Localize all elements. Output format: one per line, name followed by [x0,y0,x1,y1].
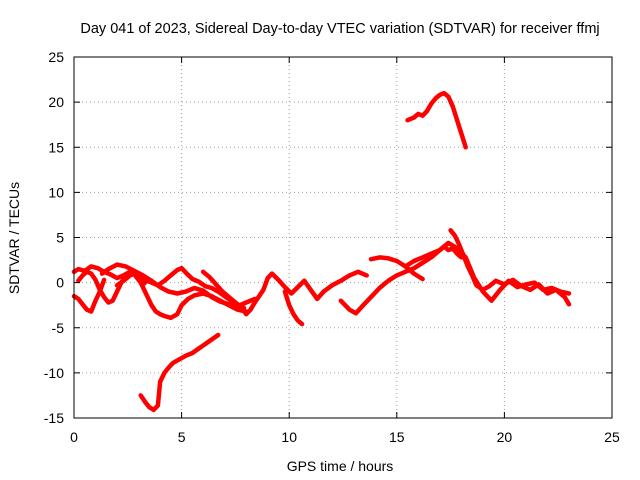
y-tick-label: -5 [52,320,65,336]
x-tick-label: 5 [178,429,186,445]
y-tick-label: 20 [48,94,64,110]
x-tick-label: 20 [497,429,513,445]
x-tick-label: 25 [604,429,620,445]
chart-title: Day 041 of 2023, Sidereal Day-to-day VTE… [80,21,599,37]
x-tick-label: 10 [281,429,297,445]
x-tick-label: 15 [389,429,405,445]
data-series-arc-13 [138,332,221,413]
data-series-arc-9 [368,255,425,282]
data-series-arc-1 [71,264,247,311]
data-series-layer [71,90,572,413]
y-tick-label: -10 [44,365,64,381]
data-series-arc-5 [114,271,249,321]
data-series-arc-12 [405,90,468,150]
data-series-arc-2 [71,277,107,314]
y-tick-label: 0 [56,275,64,291]
data-series-arc-6 [200,269,369,317]
y-tick-label: 25 [48,49,64,65]
y-axis-label: SDTVAR / TECUs [6,182,22,294]
y-tick-label: 15 [48,139,64,155]
y-tick-label: -15 [44,410,64,426]
x-tick-label: 0 [70,429,78,445]
y-tick-label: 5 [56,230,64,246]
data-series-arc-11 [448,228,572,307]
axes: 0 5 10 15 20 25 -15 -10 -5 0 5 10 15 20 25 [44,49,620,445]
grid-lines [74,57,612,418]
x-axis-label: GPS time / hours [287,458,394,474]
y-tick-label: 10 [48,184,64,200]
data-series-arc-7 [282,289,305,327]
